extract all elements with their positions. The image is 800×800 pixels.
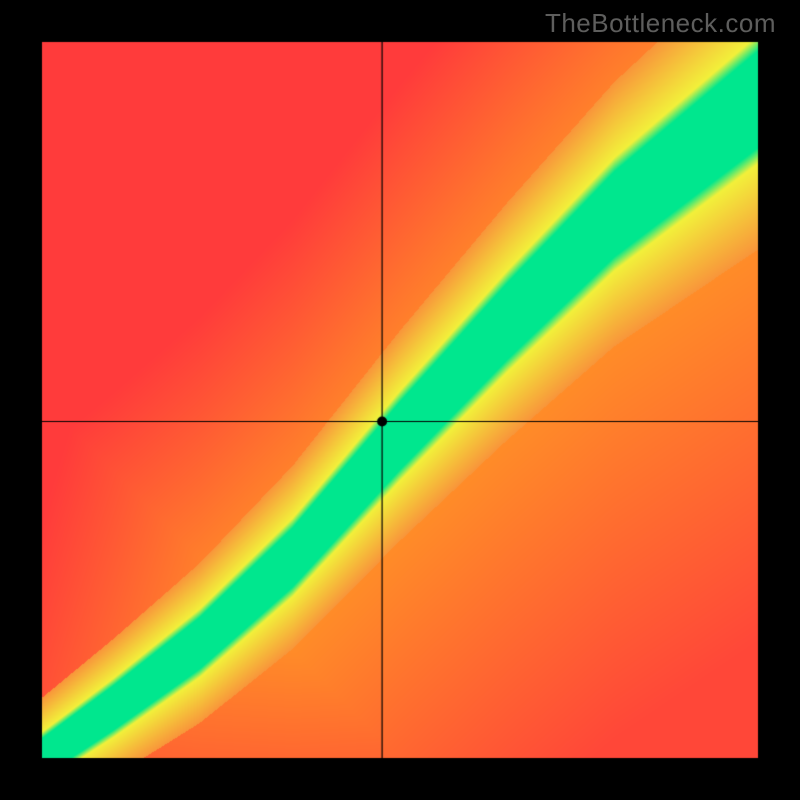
watermark-text: TheBottleneck.com (545, 8, 776, 39)
chart-container: TheBottleneck.com (0, 0, 800, 800)
heatmap-canvas (0, 0, 800, 800)
